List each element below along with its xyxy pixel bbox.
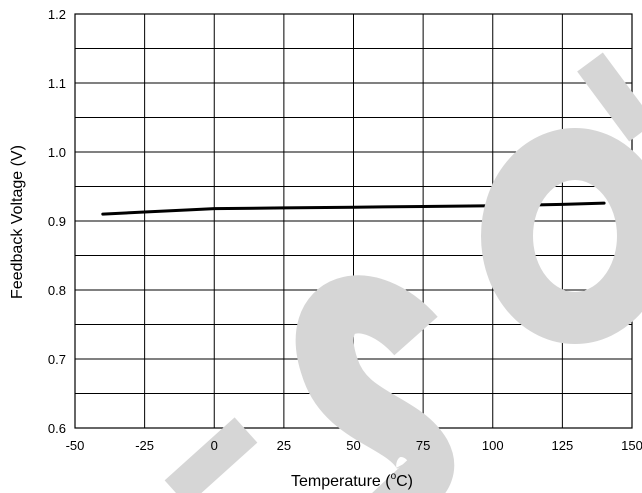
x-tick-label: 75 [416, 438, 430, 453]
x-axis-title-after: C) [396, 473, 413, 490]
x-tick-label: 50 [346, 438, 360, 453]
y-axis-title: Feedback Voltage (V) [9, 145, 26, 299]
y-tick-label: 1.2 [48, 7, 66, 22]
watermark-diagonal-stroke [577, 52, 642, 142]
watermark-letter-o [481, 128, 642, 344]
y-tick-label: 0.8 [48, 283, 66, 298]
watermark-logo [164, 52, 642, 493]
y-tick-label: 0.9 [48, 214, 66, 229]
y-tick-label: 1.0 [48, 145, 66, 160]
x-tick-label: 100 [482, 438, 504, 453]
y-tick-label: 0.6 [48, 421, 66, 436]
y-tick-label: 0.7 [48, 352, 66, 367]
watermark-letter-s [295, 275, 454, 493]
x-tick-label: 0 [211, 438, 218, 453]
x-axis-title: Temperature (oC) [291, 471, 413, 490]
x-tick-label: 25 [277, 438, 291, 453]
watermark-corner-stroke [164, 417, 258, 493]
x-tick-label: -50 [66, 438, 85, 453]
x-tick-labels: -50 -25 0 25 50 75 100 125 150 [66, 438, 642, 453]
y-tick-label: 1.1 [48, 76, 66, 91]
x-tick-label: -25 [135, 438, 154, 453]
x-axis-title-before: Temperature ( [291, 473, 391, 490]
x-tick-label: 125 [552, 438, 574, 453]
y-tick-labels: 0.6 0.7 0.8 0.9 1.0 1.1 1.2 [48, 7, 66, 436]
x-tick-label: 150 [621, 438, 642, 453]
x-axis-title-degree: o [391, 471, 397, 482]
